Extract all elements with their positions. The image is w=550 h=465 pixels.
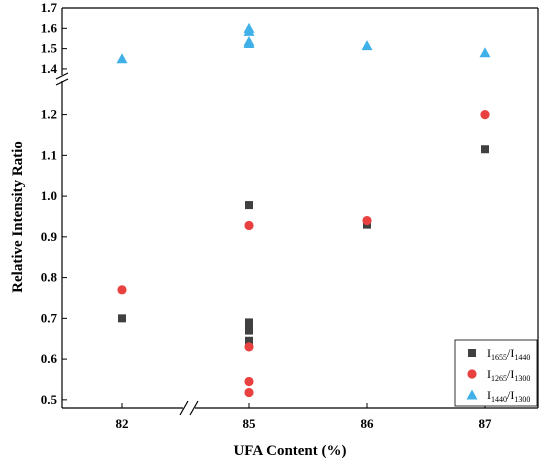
legend-subscript: 1300 — [514, 374, 530, 383]
legend-label: I1440/I1300 — [487, 388, 530, 404]
y-axis-ticks: 0.5 0.6 0.7 0.8 0.9 1.0 1.1 1.2 1.4 1.5 1.6 1.7 — [41, 0, 67, 407]
data-point-triangle — [243, 25, 255, 36]
data-point-circle — [244, 387, 254, 398]
legend-text-part: /I — [507, 367, 514, 381]
x-tick-label: 82 — [116, 416, 129, 431]
plot-frame — [55, 7, 539, 416]
x-tick-label: 87 — [479, 416, 493, 431]
legend-text-part: I — [487, 388, 491, 402]
y-tick-label: 0.9 — [41, 229, 58, 244]
legend-text-part: I — [487, 346, 491, 360]
legend-marker-triangle — [466, 389, 478, 400]
data-point-circle — [480, 110, 490, 120]
data-point-square — [118, 314, 126, 323]
legend-subscript: 1265 — [491, 374, 507, 383]
y-tick-label: 1.1 — [41, 147, 57, 162]
x-tick-label: 85 — [243, 416, 257, 431]
data-point-square — [481, 145, 489, 154]
data-point-triangle — [116, 53, 128, 64]
data-points — [116, 22, 491, 398]
data-point-square — [245, 318, 253, 327]
y-tick-label: 0.8 — [41, 270, 58, 285]
legend-subscript: 1300 — [514, 395, 530, 404]
x-axis-ticks: 82 85 86 87 — [116, 403, 493, 431]
data-point-triangle — [361, 40, 373, 51]
data-point-square — [245, 322, 253, 331]
legend-subscript: 1440 — [514, 353, 530, 362]
legend-marker-square — [468, 349, 476, 357]
data-point-square — [245, 336, 253, 345]
data-point-triangle — [479, 47, 491, 58]
legend-subscript: 1440 — [491, 395, 507, 404]
x-tick-label: 86 — [361, 416, 375, 431]
data-point-circle — [244, 342, 254, 352]
y-tick-label: 0.7 — [41, 310, 58, 325]
y-tick-label: 0.6 — [41, 351, 58, 366]
data-point-circle — [117, 285, 127, 295]
data-point-triangle — [243, 38, 255, 49]
data-point-circle — [362, 215, 372, 226]
y-axis-title: Relative Intensity Ratio — [10, 141, 26, 293]
data-point-circle — [244, 220, 254, 231]
data-point-circle — [244, 376, 254, 387]
y-tick-label: 1.7 — [41, 0, 58, 15]
data-point-square — [245, 326, 253, 335]
y-tick-label: 1.6 — [41, 20, 58, 35]
legend-label: I1265/I1300 — [487, 367, 530, 383]
legend-marker-circle — [467, 369, 477, 379]
legend-subscript: 1655 — [491, 353, 507, 362]
y-tick-label: 0.5 — [41, 392, 58, 407]
legend-label: I1655/I1440 — [487, 346, 530, 362]
y-tick-label: 1.2 — [41, 107, 57, 122]
data-point-square — [245, 201, 253, 210]
y-tick-label: 1.4 — [41, 61, 58, 76]
y-tick-label: 1.5 — [41, 41, 58, 56]
legend-text-part: /I — [507, 388, 514, 402]
legend-text-part: I — [487, 367, 491, 381]
x-axis-title: UFA Content (%) — [233, 443, 346, 459]
y-tick-label: 1.0 — [41, 188, 57, 203]
legend-text-part: /I — [507, 346, 514, 360]
